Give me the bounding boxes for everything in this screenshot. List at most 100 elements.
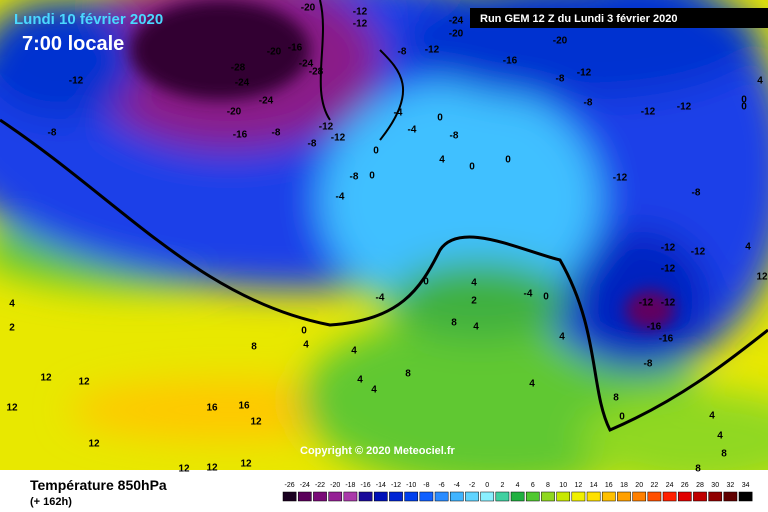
legend-swatch — [662, 491, 677, 502]
contour-label: -12 — [425, 45, 440, 56]
contour-label: 0 — [423, 277, 429, 288]
contour-label: 12 — [40, 373, 52, 384]
legend-label: 14 — [590, 482, 598, 489]
contour-label: -4 — [524, 289, 533, 300]
legend-label: 4 — [516, 482, 520, 489]
contour-label: 0 — [543, 292, 549, 303]
contour-label: -20 — [227, 107, 242, 118]
contour-label: 4 — [745, 242, 751, 253]
legend-swatch — [586, 491, 601, 502]
legend-label: -22 — [315, 482, 325, 489]
contour-label: 12 — [206, 463, 218, 474]
contour-label: 0 — [437, 113, 443, 124]
contour-label: -16 — [647, 322, 662, 333]
contour-label: -20 — [553, 36, 568, 47]
contour-label: -8 — [584, 98, 593, 109]
contour-label: 12 — [240, 459, 252, 470]
legend-swatch — [617, 491, 631, 502]
contour-label: 8 — [721, 449, 727, 460]
contour-label: -12 — [319, 122, 334, 133]
contour-label: -8 — [350, 172, 359, 183]
legend-swatch — [343, 491, 358, 502]
legend-label: -24 — [300, 482, 310, 489]
contour-label: 16 — [238, 401, 250, 412]
contour-label: -12 — [69, 76, 84, 87]
legend-swatch — [434, 491, 449, 502]
contour-label: -8 — [308, 139, 317, 150]
legend-swatch — [389, 491, 403, 502]
legend-label: -14 — [376, 482, 386, 489]
contour-label: -12 — [353, 7, 368, 18]
contour-label: -4 — [336, 192, 345, 203]
run-banner — [470, 8, 768, 28]
legend-swatch — [358, 491, 373, 502]
contour-label: -12 — [577, 68, 592, 79]
legend-label: -10 — [406, 482, 416, 489]
legend-label: 12 — [575, 482, 583, 489]
legend-swatch — [404, 491, 419, 502]
legend-swatch — [480, 491, 495, 502]
contour-label: -12 — [641, 107, 656, 118]
contour-label: -28 — [309, 67, 324, 78]
contour-label: -12 — [661, 298, 676, 309]
contour-label: -16 — [659, 334, 674, 345]
contour-label: 0 — [619, 412, 625, 423]
contour-label: -20 — [301, 3, 316, 14]
contour-label: 2 — [9, 323, 15, 334]
legend-swatch — [419, 491, 434, 502]
contour-label: 8 — [613, 393, 619, 404]
map-field — [0, 0, 768, 470]
legend-swatch — [677, 491, 692, 502]
contour-label: -8 — [272, 128, 281, 139]
contour-label: 0 — [741, 102, 747, 113]
contour-label: -12 — [639, 298, 654, 309]
contour-label: -4 — [408, 125, 417, 136]
legend-swatch — [297, 491, 312, 502]
contour-label: -4 — [376, 293, 385, 304]
date-title: Lundi 10 février 2020 — [14, 11, 163, 28]
contour-label: -16 — [233, 130, 248, 141]
legend-label: 22 — [651, 482, 659, 489]
legend-label: 28 — [696, 482, 704, 489]
contour-label: -4 — [394, 108, 403, 119]
legend-swatch — [510, 491, 525, 502]
contour-label: 4 — [757, 76, 763, 87]
contour-label: 0 — [373, 146, 379, 157]
legend-swatch — [723, 491, 738, 502]
legend-swatch — [313, 491, 327, 502]
contour-label: 0 — [469, 162, 475, 173]
legend-label: 30 — [711, 482, 719, 489]
contour-label: 8 — [451, 318, 457, 329]
legend-swatch — [449, 491, 464, 502]
legend-label: 8 — [546, 482, 550, 489]
legend-label: 18 — [620, 482, 628, 489]
legend-swatch — [571, 491, 586, 502]
legend-swatch — [693, 491, 707, 502]
contour-label: -12 — [661, 264, 676, 275]
legend-label: -20 — [330, 482, 340, 489]
contour-label: 4 — [717, 431, 723, 442]
contour-label: -8 — [450, 131, 459, 142]
legend-label: -4 — [454, 482, 460, 489]
contour-label: -20 — [449, 29, 464, 40]
contour-label: 4 — [473, 322, 479, 333]
legend-swatch — [556, 491, 571, 502]
contour-label: 4 — [351, 346, 357, 357]
legend-label: -2 — [469, 482, 475, 489]
legend-label: -16 — [361, 482, 371, 489]
contour-label: 0 — [505, 155, 511, 166]
legend-swatch — [632, 491, 647, 502]
contour-label: 4 — [439, 155, 445, 166]
contour-label: 4 — [357, 375, 363, 386]
contour-label: -12 — [613, 173, 628, 184]
contour-label: -12 — [661, 243, 676, 254]
contour-label: 8 — [405, 369, 411, 380]
legend-label: 20 — [635, 482, 643, 489]
legend-label: -26 — [285, 482, 295, 489]
contour-label: 2 — [471, 296, 477, 307]
contour-label: -12 — [353, 19, 368, 30]
contour-label: -16 — [503, 56, 518, 67]
contour-label: 4 — [303, 340, 309, 351]
contour-label: 12 — [756, 272, 768, 283]
